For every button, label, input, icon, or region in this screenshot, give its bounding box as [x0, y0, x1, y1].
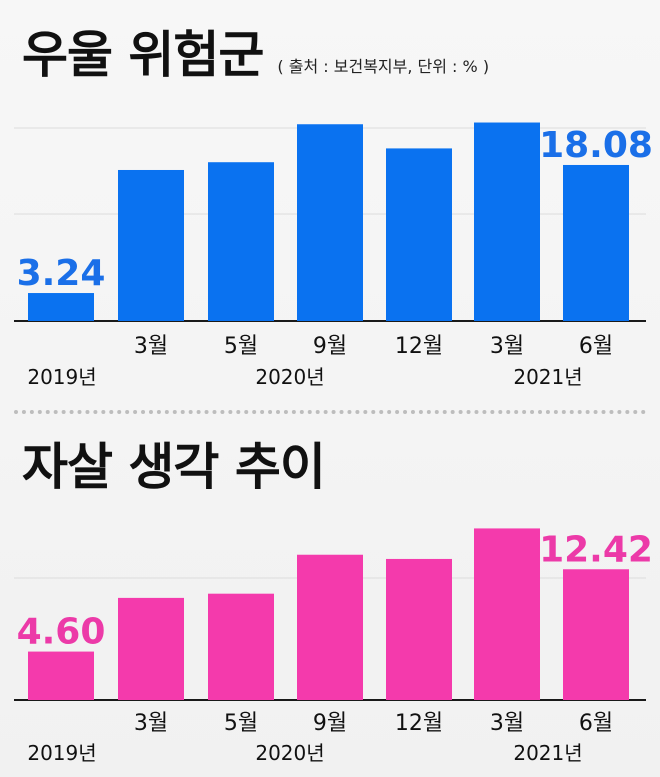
- x-tick-label: 3월: [134, 711, 168, 736]
- bar: [297, 554, 363, 700]
- x-tick-label: 12월: [395, 711, 443, 736]
- year-label: 2021년: [513, 365, 582, 388]
- x-tick-label: 6월: [579, 711, 613, 736]
- data-label: 18.08: [539, 125, 653, 166]
- suicidal-thought-chart: 4.60 3월 5월 9월 12월 3월 12.42 6월 2019년 2020년 2021년: [14, 528, 653, 765]
- bar: [563, 569, 629, 700]
- year-label: 2019년: [27, 365, 96, 388]
- bar: [118, 597, 184, 700]
- x-tick-label: 6월: [579, 334, 613, 359]
- year-label: 2020년: [255, 365, 324, 388]
- bar: [386, 148, 452, 321]
- year-label: 2021년: [513, 741, 582, 765]
- x-tick-label: 3월: [134, 334, 168, 359]
- chart-1-title: 우울 위험군: [22, 26, 264, 84]
- x-tick-label: 5월: [224, 711, 258, 736]
- bar: [474, 528, 540, 700]
- bar: [28, 293, 94, 321]
- chart-2-title-row: 자살 생각 추이: [22, 438, 326, 496]
- x-tick-label: 9월: [313, 711, 347, 736]
- x-tick-label: 3월: [490, 711, 524, 736]
- x-tick-label: 5월: [224, 334, 258, 359]
- bar: [208, 162, 274, 321]
- bar: [474, 122, 540, 321]
- bar: [386, 558, 452, 700]
- chart-2-title: 자살 생각 추이: [22, 438, 326, 496]
- year-label: 2019년: [27, 741, 96, 765]
- section-divider: [14, 410, 646, 414]
- x-tick-label: 9월: [313, 334, 347, 359]
- year-label: 2020년: [255, 741, 324, 765]
- bar: [563, 164, 629, 321]
- data-label: 4.60: [17, 612, 106, 653]
- bar: [28, 651, 94, 700]
- bar: [118, 169, 184, 321]
- bar: [208, 593, 274, 700]
- data-label: 3.24: [17, 253, 106, 294]
- data-label: 12.42: [539, 529, 653, 570]
- bar: [297, 124, 363, 321]
- source-note: ( 출처 : 보건복지부, 단위 : % ): [277, 57, 490, 76]
- x-tick-label: 3월: [490, 334, 524, 359]
- depression-risk-chart: 3.24 3월 5월 9월 12월 3월 18.08 6월 2019년 2020년 2021년: [14, 122, 653, 388]
- x-tick-label: 12월: [395, 334, 443, 359]
- chart-1-title-row: 우울 위험군 ( 출처 : 보건복지부, 단위 : % ): [22, 30, 489, 80]
